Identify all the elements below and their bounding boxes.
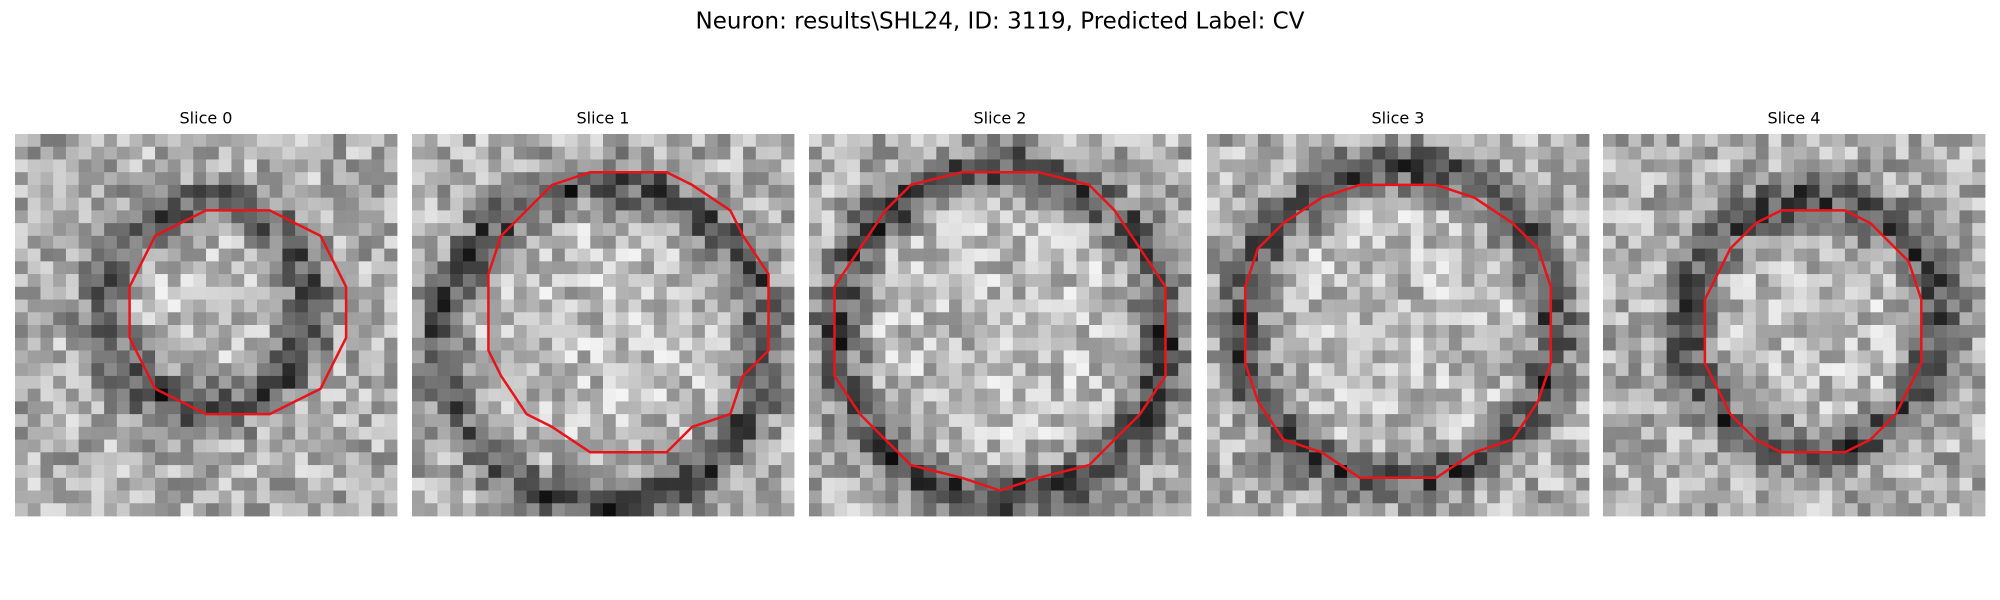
- contour: [128, 209, 348, 416]
- figure-title: Neuron: results\SHL24, ID: 3119, Predict…: [696, 9, 1305, 35]
- panel-title: Slice 0: [180, 109, 233, 128]
- contour: [1703, 209, 1923, 454]
- panel-title: Slice 4: [1768, 109, 1821, 128]
- contour: [833, 170, 1167, 492]
- slice-image: [809, 134, 1192, 517]
- slice-image: [412, 134, 795, 517]
- contour: [487, 170, 770, 454]
- panel-title: Slice 3: [1372, 109, 1425, 128]
- slice-image: [15, 134, 398, 517]
- slice-image: [1207, 134, 1590, 517]
- contour: [1243, 183, 1553, 480]
- slice-image: [1603, 134, 1986, 517]
- panel-title: Slice 1: [577, 109, 630, 128]
- panel-title: Slice 2: [974, 109, 1027, 128]
